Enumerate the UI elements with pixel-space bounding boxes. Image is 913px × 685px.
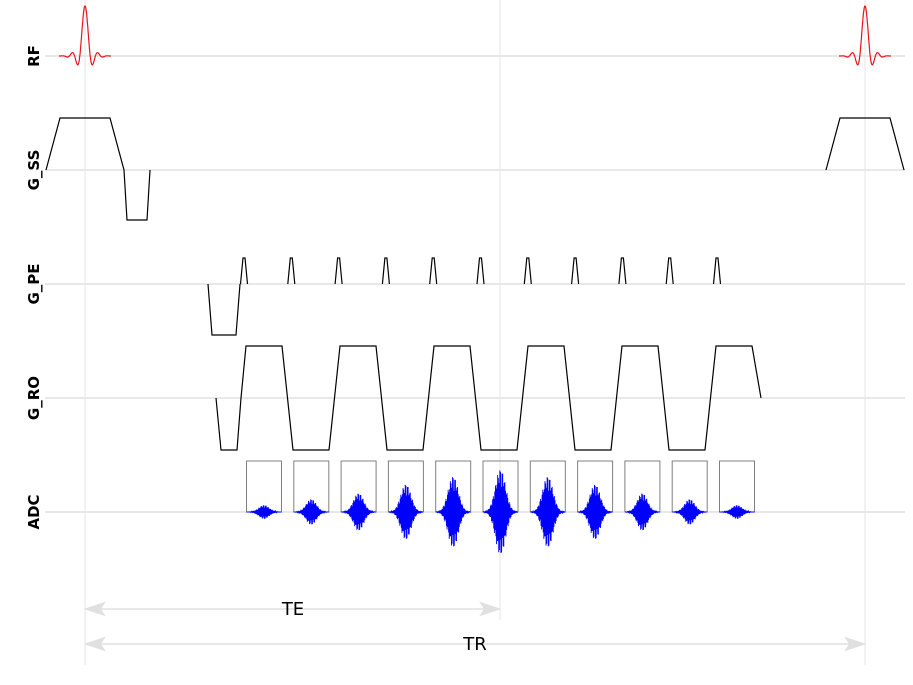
echo-signal (246, 505, 282, 519)
rf-trace (59, 5, 891, 66)
gpe-blip (618, 257, 627, 285)
echo-signal (340, 493, 377, 531)
tr-arrow-head-left (83, 636, 106, 652)
gpe-prephaser (207, 283, 241, 336)
gpe-blip (334, 257, 343, 285)
gpe-blip (571, 257, 580, 285)
gss-next-excitation-lobe (825, 117, 905, 171)
gro-waveform (215, 345, 762, 451)
gpe-blip (665, 257, 674, 285)
rf-pulse-2 (839, 5, 891, 66)
gro-label: G_RO (25, 376, 43, 420)
gpe-trace (207, 257, 722, 336)
echo-signal (719, 505, 755, 519)
tr-label: TR (462, 634, 487, 655)
echo-signal (388, 484, 424, 539)
echo-signal (530, 477, 566, 547)
gss-excitation-lobe (45, 117, 151, 221)
gss-trace (45, 117, 905, 221)
rf-pulse-1 (59, 5, 111, 66)
gpe-label: G_PE (25, 263, 43, 304)
te-arrow-head-left (83, 601, 106, 617)
gpe-blip (287, 257, 296, 285)
timing-guides (84, 0, 866, 665)
te-arrow-head-right (479, 601, 502, 617)
gpe-blip (239, 257, 249, 285)
gpe-blip (712, 257, 722, 285)
gss-label: G_SS (25, 150, 43, 191)
adc-label: ADC (25, 494, 43, 529)
gpe-blip (429, 257, 438, 285)
gpe-blip (476, 257, 485, 285)
gpe-blip (523, 257, 532, 285)
channel-baselines (45, 55, 905, 513)
gro-trace (215, 345, 762, 451)
tr-arrow (83, 636, 867, 652)
te-arrow (83, 601, 502, 617)
adc-trace (246, 460, 755, 554)
adc-window (719, 460, 755, 513)
echo-signal (624, 493, 660, 531)
te-label: TE (281, 599, 304, 620)
channel-labels: RF G_SS G_PE G_RO ADC (25, 45, 43, 529)
echo-signal (435, 477, 471, 547)
adc-window (246, 460, 282, 513)
echo-signal (293, 499, 329, 525)
rf-label: RF (25, 45, 43, 67)
tr-arrow-head-right (844, 636, 867, 652)
measurements: TE TR (83, 599, 867, 655)
echo-signal (672, 499, 708, 525)
gpe-blip (381, 257, 390, 285)
echo-signal (577, 484, 613, 539)
echo-signal (482, 470, 519, 554)
